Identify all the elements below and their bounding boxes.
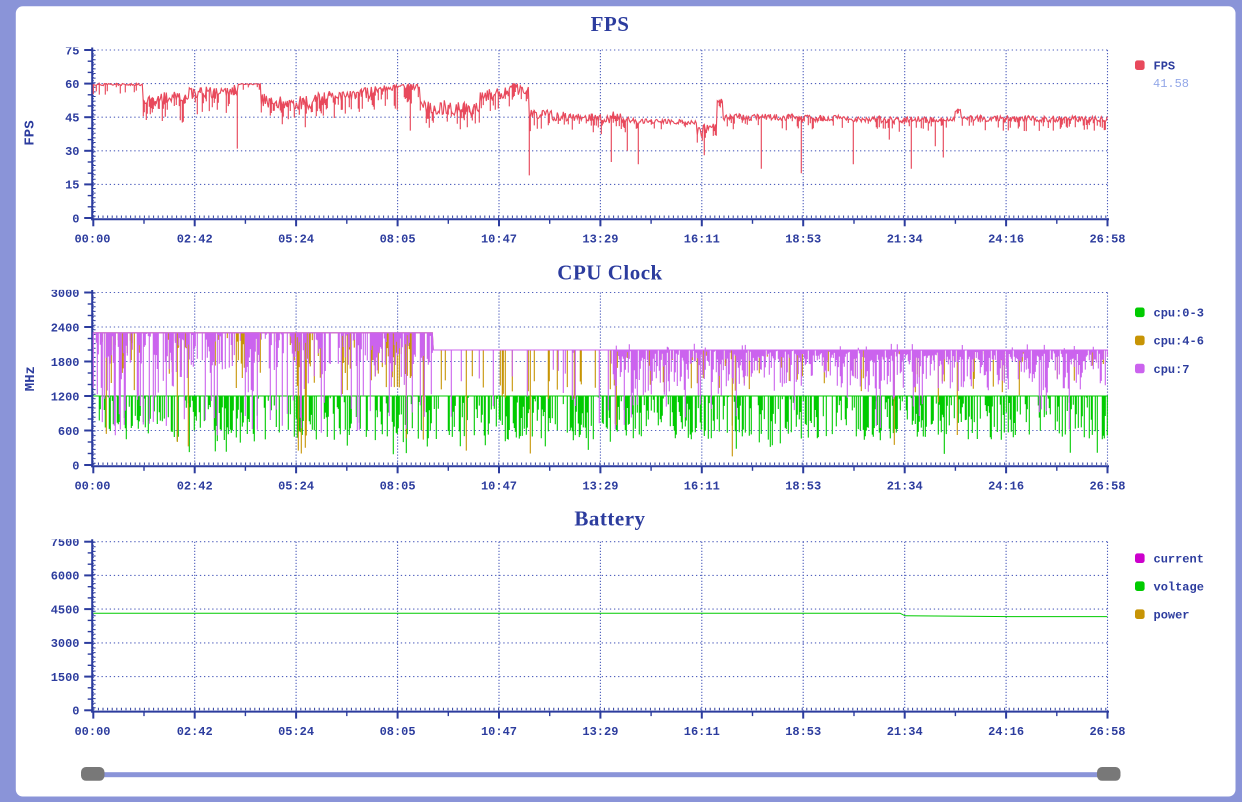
svg-text:02:42: 02:42 bbox=[177, 480, 213, 494]
svg-text:26:58: 26:58 bbox=[1089, 480, 1125, 494]
svg-text:cpu:0-3: cpu:0-3 bbox=[1154, 307, 1204, 321]
svg-text:02:42: 02:42 bbox=[177, 233, 213, 247]
svg-text:08:05: 08:05 bbox=[380, 725, 416, 739]
svg-text:30: 30 bbox=[65, 145, 79, 159]
svg-text:MHz: MHz bbox=[23, 366, 39, 391]
svg-text:21:34: 21:34 bbox=[887, 480, 923, 494]
svg-text:21:34: 21:34 bbox=[887, 725, 923, 739]
svg-text:08:05: 08:05 bbox=[380, 233, 416, 247]
svg-text:0: 0 bbox=[72, 459, 79, 473]
svg-text:1800: 1800 bbox=[51, 356, 80, 370]
svg-text:00:00: 00:00 bbox=[74, 480, 110, 494]
svg-text:cpu:7: cpu:7 bbox=[1154, 363, 1190, 377]
svg-text:FPS: FPS bbox=[591, 12, 630, 36]
svg-text:05:24: 05:24 bbox=[278, 725, 314, 739]
svg-text:cpu:4-6: cpu:4-6 bbox=[1154, 335, 1204, 349]
svg-text:FPS: FPS bbox=[22, 120, 38, 145]
svg-text:08:05: 08:05 bbox=[380, 480, 416, 494]
svg-text:16:11: 16:11 bbox=[684, 725, 720, 739]
svg-text:18:53: 18:53 bbox=[785, 480, 821, 494]
svg-text:13:29: 13:29 bbox=[582, 725, 618, 739]
svg-text:18:53: 18:53 bbox=[785, 725, 821, 739]
svg-text:10:47: 10:47 bbox=[481, 233, 517, 247]
svg-text:0: 0 bbox=[72, 212, 79, 226]
svg-text:power: power bbox=[1154, 609, 1190, 623]
svg-text:Battery: Battery bbox=[574, 506, 645, 530]
svg-text:26:58: 26:58 bbox=[1089, 725, 1125, 739]
svg-text:4500: 4500 bbox=[51, 603, 80, 617]
svg-text:3000: 3000 bbox=[51, 287, 80, 301]
svg-text:1500: 1500 bbox=[51, 671, 80, 685]
svg-text:45: 45 bbox=[65, 112, 79, 126]
svg-text:16:11: 16:11 bbox=[684, 480, 720, 494]
svg-text:2400: 2400 bbox=[51, 321, 80, 335]
svg-text:CPU Clock: CPU Clock bbox=[557, 260, 662, 284]
svg-text:60: 60 bbox=[65, 78, 79, 92]
svg-text:FPS: FPS bbox=[1154, 60, 1176, 74]
svg-text:13:29: 13:29 bbox=[582, 233, 618, 247]
svg-text:15: 15 bbox=[65, 179, 79, 193]
svg-text:00:00: 00:00 bbox=[74, 233, 110, 247]
svg-text:0: 0 bbox=[72, 705, 79, 719]
svg-text:10:47: 10:47 bbox=[481, 725, 517, 739]
svg-text:voltage: voltage bbox=[1154, 581, 1204, 595]
svg-text:10:47: 10:47 bbox=[481, 480, 517, 494]
svg-text:24:16: 24:16 bbox=[988, 233, 1024, 247]
svg-text:02:42: 02:42 bbox=[177, 725, 213, 739]
svg-text:7500: 7500 bbox=[51, 536, 80, 550]
svg-text:41.58: 41.58 bbox=[1153, 77, 1189, 91]
svg-text:75: 75 bbox=[65, 44, 79, 58]
svg-text:3000: 3000 bbox=[51, 637, 80, 651]
svg-text:05:24: 05:24 bbox=[278, 480, 314, 494]
svg-text:21:34: 21:34 bbox=[887, 233, 923, 247]
svg-text:24:16: 24:16 bbox=[988, 725, 1024, 739]
svg-text:600: 600 bbox=[58, 425, 80, 439]
svg-text:24:16: 24:16 bbox=[988, 480, 1024, 494]
svg-text:1200: 1200 bbox=[51, 390, 80, 404]
svg-text:05:24: 05:24 bbox=[278, 233, 314, 247]
svg-text:16:11: 16:11 bbox=[684, 233, 720, 247]
svg-text:26:58: 26:58 bbox=[1089, 233, 1125, 247]
svg-text:18:53: 18:53 bbox=[785, 233, 821, 247]
svg-text:6000: 6000 bbox=[51, 570, 80, 584]
svg-text:current: current bbox=[1154, 553, 1204, 567]
svg-text:13:29: 13:29 bbox=[582, 480, 618, 494]
svg-text:00:00: 00:00 bbox=[74, 725, 110, 739]
